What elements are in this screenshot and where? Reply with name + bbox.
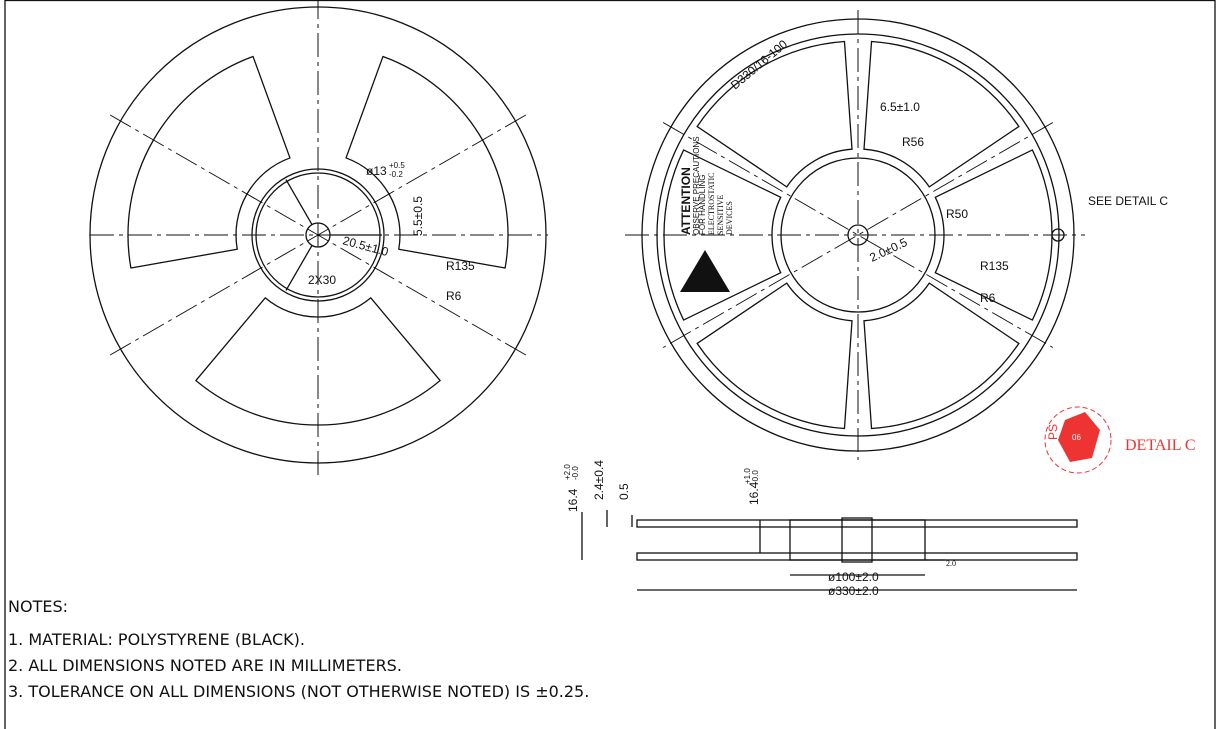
- esd-line: SENSITIVE: [716, 194, 725, 235]
- material-code: PS: [1046, 424, 1060, 440]
- hub-diameter: ø100±2.0: [828, 570, 879, 584]
- drawing: ø13 +0.5 -0.2 5.5±0.5 20.5±1.0 2X30 R135…: [0, 0, 1217, 729]
- bore-dim: ø13: [366, 164, 387, 178]
- detail-ref: SEE DETAIL C: [1088, 194, 1168, 208]
- hub-section: [790, 520, 925, 560]
- hub-dim: 20.5±1.0: [341, 233, 390, 259]
- recycle-number: 06: [1072, 433, 1081, 442]
- notes-title: NOTES:: [8, 597, 68, 616]
- reel-diameter: ø330±2.0: [828, 584, 879, 598]
- spoke-width: 6.5±1.0: [880, 100, 920, 114]
- key-dim: 2.0±0.5: [867, 235, 909, 265]
- esd-title: ATTENTION: [679, 167, 693, 235]
- esd-symbol: [680, 250, 730, 292]
- gap-dim: 0.5: [617, 483, 631, 500]
- overall-width: 16.4: [566, 488, 580, 512]
- angle-dim: 2X30: [308, 273, 336, 287]
- window: [697, 283, 852, 428]
- r-hub: R50: [946, 207, 968, 221]
- outer-radius: R135: [446, 259, 475, 273]
- esd-line: DEVICES: [725, 201, 734, 235]
- window: [128, 56, 290, 268]
- reel-label: D330/16-100: [728, 37, 790, 93]
- flange-thickness: 2.4±0.4: [592, 460, 606, 500]
- slot-dim: 5.5±0.5: [411, 196, 425, 236]
- note: 1. MATERIAL: POLYSTYRENE (BLACK).: [8, 630, 305, 649]
- esd-line: ELECTROSTATIC: [707, 173, 716, 235]
- corner-radius: R6: [980, 291, 996, 305]
- flange: [637, 553, 1077, 560]
- window: [864, 283, 1019, 428]
- bore-tol-lower: -0.2: [389, 170, 403, 179]
- hub-core: [842, 518, 872, 562]
- window: [697, 41, 852, 186]
- note: 2. ALL DIMENSIONS NOTED ARE IN MILLIMETE…: [8, 656, 402, 675]
- window: [864, 41, 1019, 186]
- esd-line: FOR HANDLING: [698, 175, 707, 235]
- outer-radius: R135: [980, 259, 1009, 273]
- overall-width-lower: -0.0: [571, 466, 580, 480]
- window: [346, 56, 508, 268]
- bore-tol-upper: +0.5: [389, 161, 405, 170]
- edge-dim: 2.0: [946, 559, 956, 568]
- geometry: [90, 0, 1085, 590]
- flange: [637, 520, 1077, 527]
- note: 3. TOLERANCE ON ALL DIMENSIONS (NOT OTHE…: [8, 682, 589, 701]
- detail-label: DETAIL C: [1125, 437, 1196, 454]
- hub-rib: [286, 180, 312, 225]
- r-inner: R56: [902, 135, 924, 149]
- corner-radius: R6: [446, 289, 462, 303]
- inner-width-lower: -0.0: [751, 470, 760, 484]
